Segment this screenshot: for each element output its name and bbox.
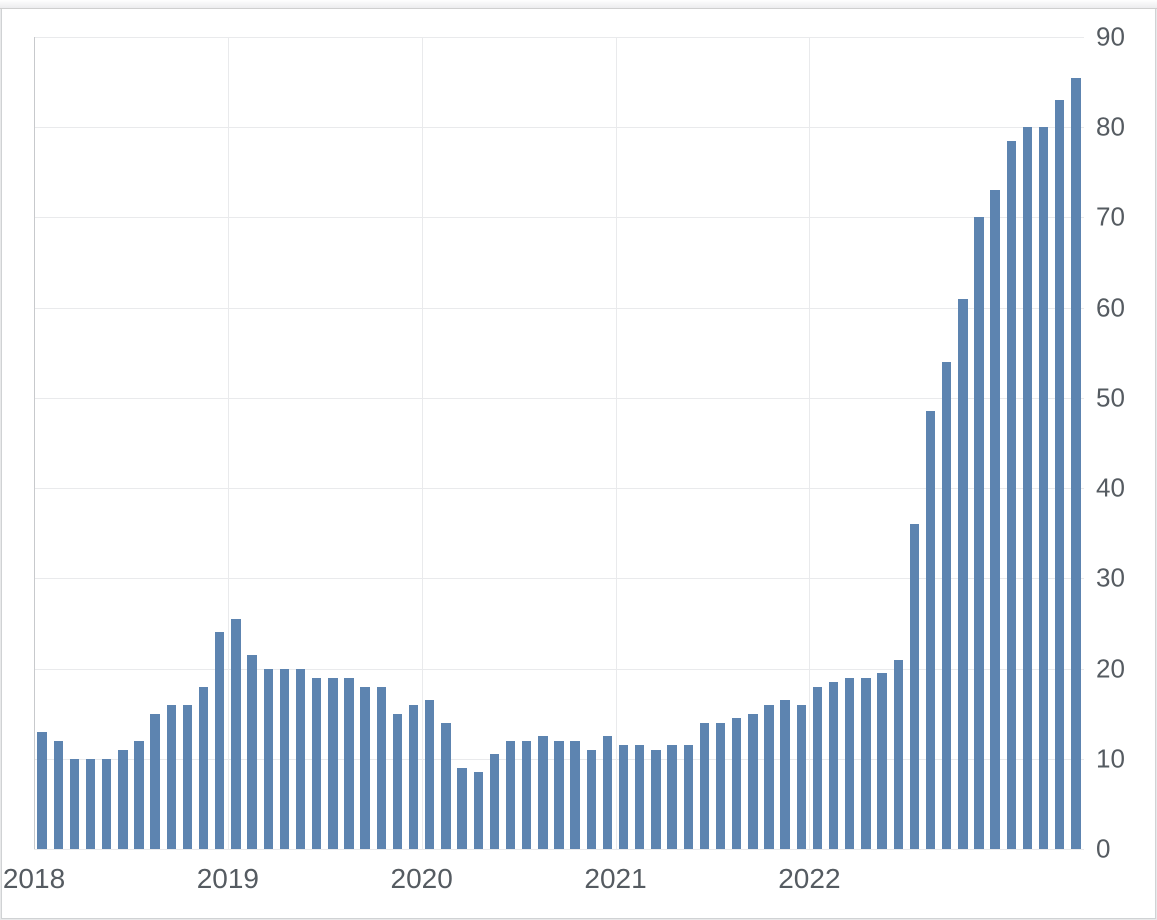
bar <box>716 723 725 849</box>
bar <box>231 619 240 849</box>
bar <box>134 741 143 849</box>
bar <box>587 750 596 849</box>
bar <box>861 678 870 849</box>
bar <box>570 741 579 849</box>
bar <box>877 673 886 849</box>
bar <box>797 705 806 849</box>
y-tick-label: 50 <box>1096 382 1155 413</box>
bar <box>150 714 159 849</box>
x-tick-label: 2021 <box>584 863 646 918</box>
bar <box>506 741 515 849</box>
bar <box>554 741 563 849</box>
bar <box>296 669 305 849</box>
x-tick-label: 2020 <box>391 863 453 918</box>
grid-line-y <box>34 37 1084 38</box>
y-axis-line <box>34 37 35 849</box>
bar <box>264 669 273 849</box>
bar <box>102 759 111 849</box>
grid-line-x <box>809 37 810 849</box>
bar <box>1007 141 1016 849</box>
bar <box>393 714 402 849</box>
bar <box>845 678 854 849</box>
bar <box>748 714 757 849</box>
bar <box>441 723 450 849</box>
x-tick-label: 2022 <box>778 863 840 918</box>
bar <box>215 632 224 849</box>
bar <box>1055 100 1064 849</box>
bar <box>118 750 127 849</box>
bar <box>829 682 838 849</box>
grid-line-y <box>34 398 1084 399</box>
bar <box>1023 127 1032 849</box>
x-tick-label: 2018 <box>3 863 65 918</box>
bar <box>974 217 983 849</box>
bar <box>522 741 531 849</box>
bar <box>37 732 46 849</box>
bar <box>538 736 547 849</box>
bar <box>651 750 660 849</box>
bar <box>183 705 192 849</box>
bar <box>1039 127 1048 849</box>
y-tick-label: 60 <box>1096 292 1155 323</box>
y-tick-label: 0 <box>1096 834 1155 865</box>
window-titlebar <box>0 0 1157 9</box>
bar <box>942 362 951 849</box>
bar <box>70 759 79 849</box>
bar <box>54 741 63 849</box>
y-tick-label: 30 <box>1096 563 1155 594</box>
bar <box>732 718 741 849</box>
bar <box>457 768 466 849</box>
chart-panel: 0 10 20 30 40 50 60 70 80 90 2018 2019 2020 2021 2022 <box>1 9 1156 919</box>
bar <box>603 736 612 849</box>
grid-line-y <box>34 217 1084 218</box>
bar <box>328 678 337 849</box>
bar <box>280 669 289 849</box>
plot-area <box>34 37 1084 849</box>
grid-line-y <box>34 849 1084 850</box>
bar <box>360 687 369 849</box>
bar <box>894 660 903 849</box>
bar <box>312 678 321 849</box>
bar <box>490 754 499 849</box>
bar <box>926 411 935 849</box>
grid-line-y <box>34 308 1084 309</box>
y-tick-label: 20 <box>1096 653 1155 684</box>
bar <box>700 723 709 849</box>
bar <box>619 745 628 849</box>
bar <box>780 700 789 849</box>
bar <box>764 705 773 849</box>
grid-line-y <box>34 127 1084 128</box>
grid-line-x <box>422 37 423 849</box>
y-tick-label: 70 <box>1096 202 1155 233</box>
bar <box>199 687 208 849</box>
bar <box>684 745 693 849</box>
bar <box>474 772 483 849</box>
bar <box>1071 78 1080 849</box>
bar <box>990 190 999 849</box>
bar <box>910 524 919 849</box>
grid-line-x <box>228 37 229 849</box>
x-tick-label: 2019 <box>197 863 259 918</box>
bar <box>958 299 967 849</box>
bar <box>377 687 386 849</box>
bar <box>167 705 176 849</box>
bar <box>409 705 418 849</box>
y-tick-label: 90 <box>1096 22 1155 53</box>
bar <box>86 759 95 849</box>
grid-line-x <box>616 37 617 849</box>
bar <box>667 745 676 849</box>
bar <box>247 655 256 849</box>
bar <box>344 678 353 849</box>
bar <box>635 745 644 849</box>
bar <box>813 687 822 849</box>
y-tick-label: 10 <box>1096 743 1155 774</box>
y-tick-label: 40 <box>1096 473 1155 504</box>
y-tick-label: 80 <box>1096 112 1155 143</box>
bar <box>425 700 434 849</box>
